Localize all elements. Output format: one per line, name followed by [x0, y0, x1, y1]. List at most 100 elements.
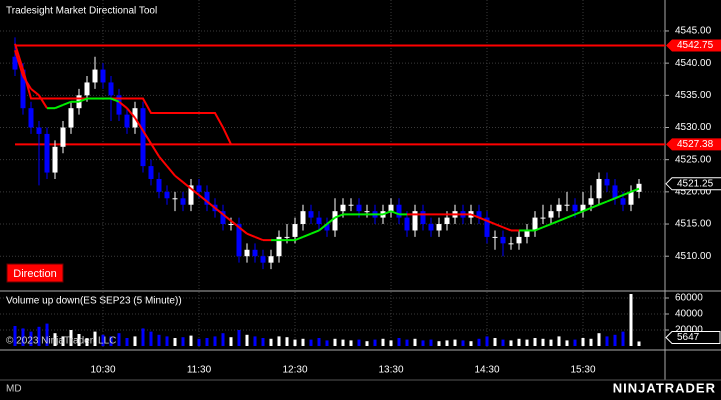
y-tick-label: 4525.00 — [675, 154, 712, 165]
volume-bar — [501, 339, 505, 346]
ma-segment — [22, 75, 32, 90]
candle-body — [412, 211, 418, 231]
ma-segment — [294, 235, 304, 242]
volume-bar — [445, 340, 449, 346]
candle-body — [324, 224, 330, 231]
candle-body — [588, 198, 594, 205]
candle-body — [124, 114, 130, 128]
candle-body — [276, 236, 282, 257]
candle-body — [500, 236, 506, 244]
y-tick-label: 4515.00 — [675, 219, 712, 230]
volume-bar — [541, 338, 545, 346]
candle-body — [60, 127, 66, 147]
volume-bar — [629, 294, 633, 346]
candle-body — [524, 230, 530, 237]
volume-bar — [261, 338, 265, 346]
candle-body — [340, 204, 346, 212]
ma-segment — [182, 181, 192, 190]
volume-bar — [365, 341, 369, 346]
volume-bar — [565, 340, 569, 346]
volume-bar — [245, 334, 249, 346]
volume-bar — [125, 338, 129, 346]
volume-bar — [613, 334, 617, 346]
candle-body — [604, 178, 610, 186]
y-tick-label: 20000 — [675, 325, 703, 336]
candle-body — [636, 183, 642, 192]
ma-segment — [574, 210, 584, 216]
ma-segment — [254, 235, 264, 242]
volume-bar — [333, 338, 337, 346]
ma-segment — [54, 104, 64, 110]
y-tick-label: 4540.00 — [675, 58, 712, 69]
volume-bar — [69, 330, 73, 346]
candle-body — [260, 256, 266, 263]
candle-body — [596, 178, 602, 199]
volume-bar — [109, 336, 113, 346]
volume-bar — [45, 323, 49, 346]
candle-body — [52, 146, 58, 173]
volume-bar — [421, 340, 425, 346]
ma-segment — [158, 155, 168, 167]
candle-body — [252, 249, 258, 257]
volume-bar — [29, 331, 33, 346]
volume-bar — [437, 341, 441, 346]
volume-bar — [21, 328, 25, 346]
volume-bar — [213, 336, 217, 346]
ma-segment — [150, 143, 160, 157]
ma-segment — [30, 88, 40, 97]
volume-bar — [37, 326, 41, 346]
ma-segment — [470, 213, 480, 219]
candle-body — [68, 108, 74, 128]
ma-segment — [614, 194, 624, 200]
candle-body — [420, 211, 426, 225]
volume-bar — [141, 328, 145, 346]
y-tick-label: 4545.00 — [675, 26, 712, 37]
candle-body — [508, 243, 514, 245]
ma-segment — [606, 197, 616, 203]
volume-bar — [469, 341, 473, 346]
ma-segment — [334, 213, 344, 219]
volume-bar — [285, 337, 289, 346]
volume-bar — [173, 338, 177, 346]
candle-body — [44, 133, 50, 173]
volume-bar — [237, 330, 241, 346]
volume-bar — [205, 338, 209, 346]
volume-bar — [181, 337, 185, 346]
ma-segment — [558, 216, 568, 222]
candle-body — [316, 217, 322, 225]
volume-bar — [413, 338, 417, 346]
status-bar — [0, 380, 721, 400]
stop-line — [14, 43, 232, 145]
volume-bar — [461, 340, 465, 346]
direction-label[interactable]: Direction — [13, 268, 56, 280]
direction-button[interactable] — [6, 263, 64, 283]
volume-bar — [573, 339, 577, 346]
ma-segment — [198, 194, 208, 203]
price-label: 4521.25 — [677, 178, 714, 189]
volume-bar — [93, 331, 97, 346]
y-tick-label: 60000 — [675, 293, 703, 304]
candle-body — [444, 217, 450, 225]
volume-bar — [405, 339, 409, 346]
x-tick-label: 14:30 — [474, 365, 499, 376]
ma-segment — [566, 213, 576, 219]
volume-bar — [605, 336, 609, 346]
candle-body — [204, 191, 210, 205]
ma-segment — [590, 203, 600, 209]
candle-body — [188, 185, 194, 205]
volume-bar — [373, 339, 377, 346]
volume-label: 5647 — [677, 332, 700, 343]
y-tick-label: 4530.00 — [675, 122, 712, 133]
ma-segment — [478, 216, 488, 222]
ma-segment — [110, 97, 120, 103]
footer-left: MD — [6, 384, 22, 395]
candle-body — [148, 166, 154, 179]
candle-body — [612, 185, 618, 199]
candle-body — [540, 217, 546, 219]
x-tick-label: 11:30 — [187, 365, 212, 376]
ma-segment — [630, 187, 640, 193]
volume-bar — [317, 338, 321, 346]
candle-body — [180, 198, 186, 205]
candle-body — [84, 82, 90, 96]
ma-segment — [174, 174, 184, 183]
